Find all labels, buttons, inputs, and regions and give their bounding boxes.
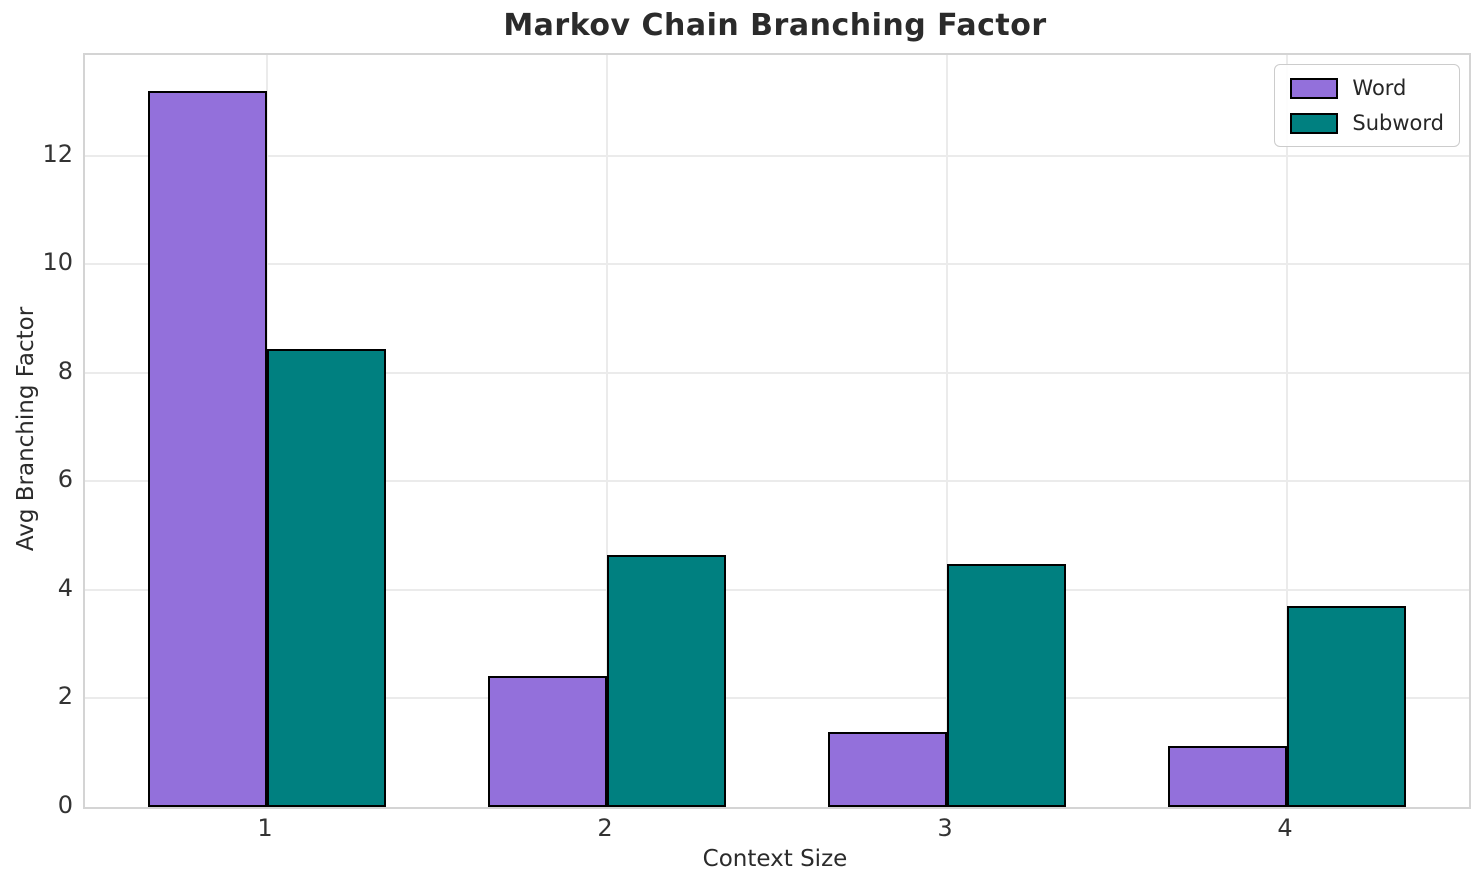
gridline-y-2 — [85, 697, 1469, 700]
gridline-y-4 — [85, 588, 1469, 591]
y-axis-label: Avg Branching Factor — [13, 306, 39, 552]
bar-word-cat1 — [148, 91, 267, 807]
bar-subword-cat1 — [267, 349, 386, 807]
x-tick-2: 2 — [597, 814, 613, 842]
y-tick-0: 0 — [57, 791, 73, 819]
x-tick-1: 1 — [257, 814, 273, 842]
gridline-y-12 — [85, 154, 1469, 157]
y-tick-12: 12 — [42, 139, 73, 168]
legend-label-subword: Subword — [1352, 111, 1444, 135]
legend-item-subword: Subword — [1290, 111, 1444, 135]
y-tick-10: 10 — [42, 248, 73, 277]
gridline-x-3 — [946, 55, 948, 807]
chart-title: Markov Chain Branching Factor — [503, 8, 1047, 43]
gridline-y-6 — [85, 480, 1469, 483]
bar-word-cat2 — [488, 676, 607, 807]
bar-subword-cat4 — [1287, 606, 1406, 807]
bar-subword-cat3 — [947, 564, 1066, 807]
plot-area: Word Subword — [83, 53, 1471, 809]
bar-word-cat3 — [828, 732, 947, 807]
bar-subword-cat2 — [607, 555, 726, 807]
legend-label-word: Word — [1352, 76, 1407, 100]
gridline-x-4 — [1286, 55, 1288, 807]
legend-swatch-subword — [1290, 112, 1339, 134]
legend-swatch-word — [1290, 77, 1339, 99]
gridline-y-8 — [85, 371, 1469, 374]
x-tick-3: 3 — [937, 814, 953, 842]
legend: Word Subword — [1274, 64, 1460, 147]
y-tick-8: 8 — [57, 356, 73, 385]
x-tick-4: 4 — [1277, 814, 1293, 842]
legend-item-word: Word — [1290, 76, 1444, 100]
y-tick-4: 4 — [57, 573, 73, 602]
bar-word-cat4 — [1168, 746, 1287, 807]
gridline-x-2 — [606, 55, 608, 807]
x-axis-label: Context Size — [702, 846, 848, 872]
y-tick-2: 2 — [57, 682, 73, 711]
gridline-y-10 — [85, 263, 1469, 266]
y-tick-6: 6 — [57, 465, 73, 494]
